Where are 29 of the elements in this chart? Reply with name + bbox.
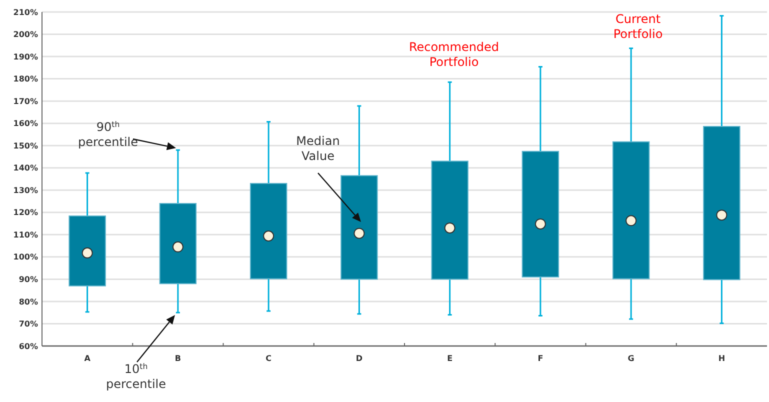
text: 10$^{th}$ percentile bbox=[106, 362, 166, 391]
y-tick-label: 80% bbox=[18, 297, 38, 306]
y-tick-label: 210% bbox=[13, 8, 38, 17]
annotation: Current Portfolio bbox=[613, 12, 663, 41]
y-tick-label: 60% bbox=[18, 342, 38, 351]
y-tick-label: 120% bbox=[13, 208, 38, 218]
x-tick-label: H bbox=[718, 354, 726, 363]
y-tick-label: 200% bbox=[13, 30, 38, 40]
y-tick-label: 90% bbox=[18, 275, 38, 284]
x-tick-label: B bbox=[174, 354, 181, 363]
x-tick-label: F bbox=[538, 354, 544, 363]
y-tick-label: 150% bbox=[13, 141, 38, 150]
x-tick-label: A bbox=[84, 354, 92, 363]
x-tick-label: E bbox=[447, 354, 453, 363]
y-tick-label: 110% bbox=[13, 230, 38, 240]
x-tick-label: G bbox=[628, 354, 634, 363]
y-tick-label: 70% bbox=[18, 320, 38, 329]
y-tick-label: 160% bbox=[13, 119, 38, 128]
y-tick-label: 140% bbox=[13, 164, 38, 173]
x-tick-label: D bbox=[356, 354, 363, 363]
annotation: 90$^{th}$ percentile bbox=[78, 120, 138, 149]
x-tick-label: C bbox=[266, 354, 272, 363]
y-tick-label: 170% bbox=[13, 96, 38, 106]
y-tick-label: 180% bbox=[13, 74, 38, 84]
y-tick-label: 130% bbox=[13, 186, 38, 195]
annotation: Recommended Portfolio bbox=[408, 40, 500, 69]
annotation: Median Value bbox=[296, 134, 340, 163]
y-tick-label: 190% bbox=[13, 52, 38, 62]
y-tick-label: 100% bbox=[13, 252, 38, 262]
